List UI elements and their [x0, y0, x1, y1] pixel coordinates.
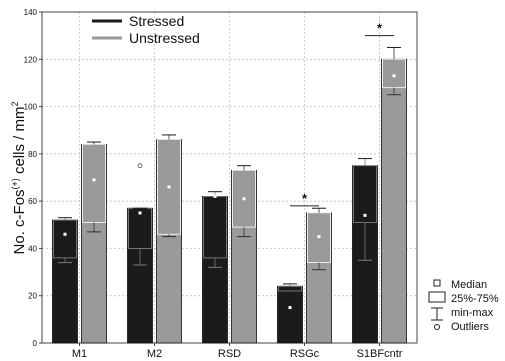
y-axis: 0 20 40 60 80 100 120 140 — [24, 8, 42, 348]
y-tick-label: 140 — [24, 8, 38, 17]
x-tick-label: S1BFcntr — [357, 348, 403, 360]
bar-unstressed — [156, 139, 182, 344]
median-marker — [317, 235, 321, 239]
median-marker — [138, 211, 142, 215]
median-symbol-icon — [433, 279, 441, 287]
bar-unstressed — [306, 212, 332, 344]
bar-unstressed — [381, 58, 407, 344]
y-axis-label-sup: (+) — [10, 178, 20, 189]
series-legend: Stressed Unstressed — [92, 13, 200, 46]
x-tick-label: M1 — [72, 348, 87, 360]
y-tick-label: 20 — [28, 292, 37, 301]
significance-label: * — [377, 21, 383, 36]
box-legend: Median 25%-75% min-max Outliers — [428, 279, 499, 333]
legend-label-stressed: Stressed — [129, 13, 184, 29]
box-legend-iqr: 25%-75% — [451, 293, 499, 305]
median-marker — [363, 213, 367, 217]
bar-unstressed — [231, 170, 257, 344]
box-legend-median: Median — [451, 279, 487, 291]
bar-unstressed — [81, 143, 107, 344]
y-axis-label-unit-sup: 2 — [10, 102, 20, 107]
y-tick-label: 120 — [24, 55, 38, 64]
y-axis-label-main: No. c-Fos — [11, 189, 28, 254]
bar-stressed — [127, 207, 153, 344]
y-axis-label-tail: cells / mm — [11, 107, 28, 179]
median-marker — [167, 185, 171, 189]
outlier-symbol-icon — [434, 324, 440, 330]
y-tick-label: 40 — [28, 244, 37, 253]
whisker-symbol-icon — [431, 307, 443, 321]
y-tick-label: 60 — [28, 197, 37, 206]
y-tick-label: 100 — [24, 103, 38, 112]
median-marker — [92, 178, 96, 182]
x-axis: M1 M2 RSD RSGc S1BFcntr — [72, 343, 403, 360]
outlier-point — [137, 163, 143, 169]
x-tick-label: RSGc — [290, 348, 320, 360]
median-marker — [392, 74, 396, 78]
box-symbol-icon — [428, 291, 446, 303]
y-tick-label: 80 — [28, 150, 37, 159]
significance-markers: ** — [290, 21, 394, 207]
median-marker — [213, 194, 217, 198]
box-legend-range: min-max — [451, 307, 494, 319]
legend-label-unstressed: Unstressed — [129, 30, 200, 46]
median-marker — [288, 306, 292, 310]
bar-stressed — [52, 219, 78, 344]
bar-stressed — [202, 196, 228, 344]
significance-label: * — [302, 191, 308, 206]
y-axis-label: No. c-Fos(+) cells / mm2 — [10, 102, 28, 255]
box-legend-outliers: Outliers — [451, 321, 489, 333]
bar-stressed — [277, 285, 303, 344]
median-marker — [242, 197, 246, 201]
x-tick-label: RSD — [218, 348, 241, 360]
median-marker — [63, 232, 67, 236]
bar-series — [52, 46, 407, 344]
x-tick-label: M2 — [147, 348, 162, 360]
y-tick-label: 0 — [33, 339, 38, 348]
